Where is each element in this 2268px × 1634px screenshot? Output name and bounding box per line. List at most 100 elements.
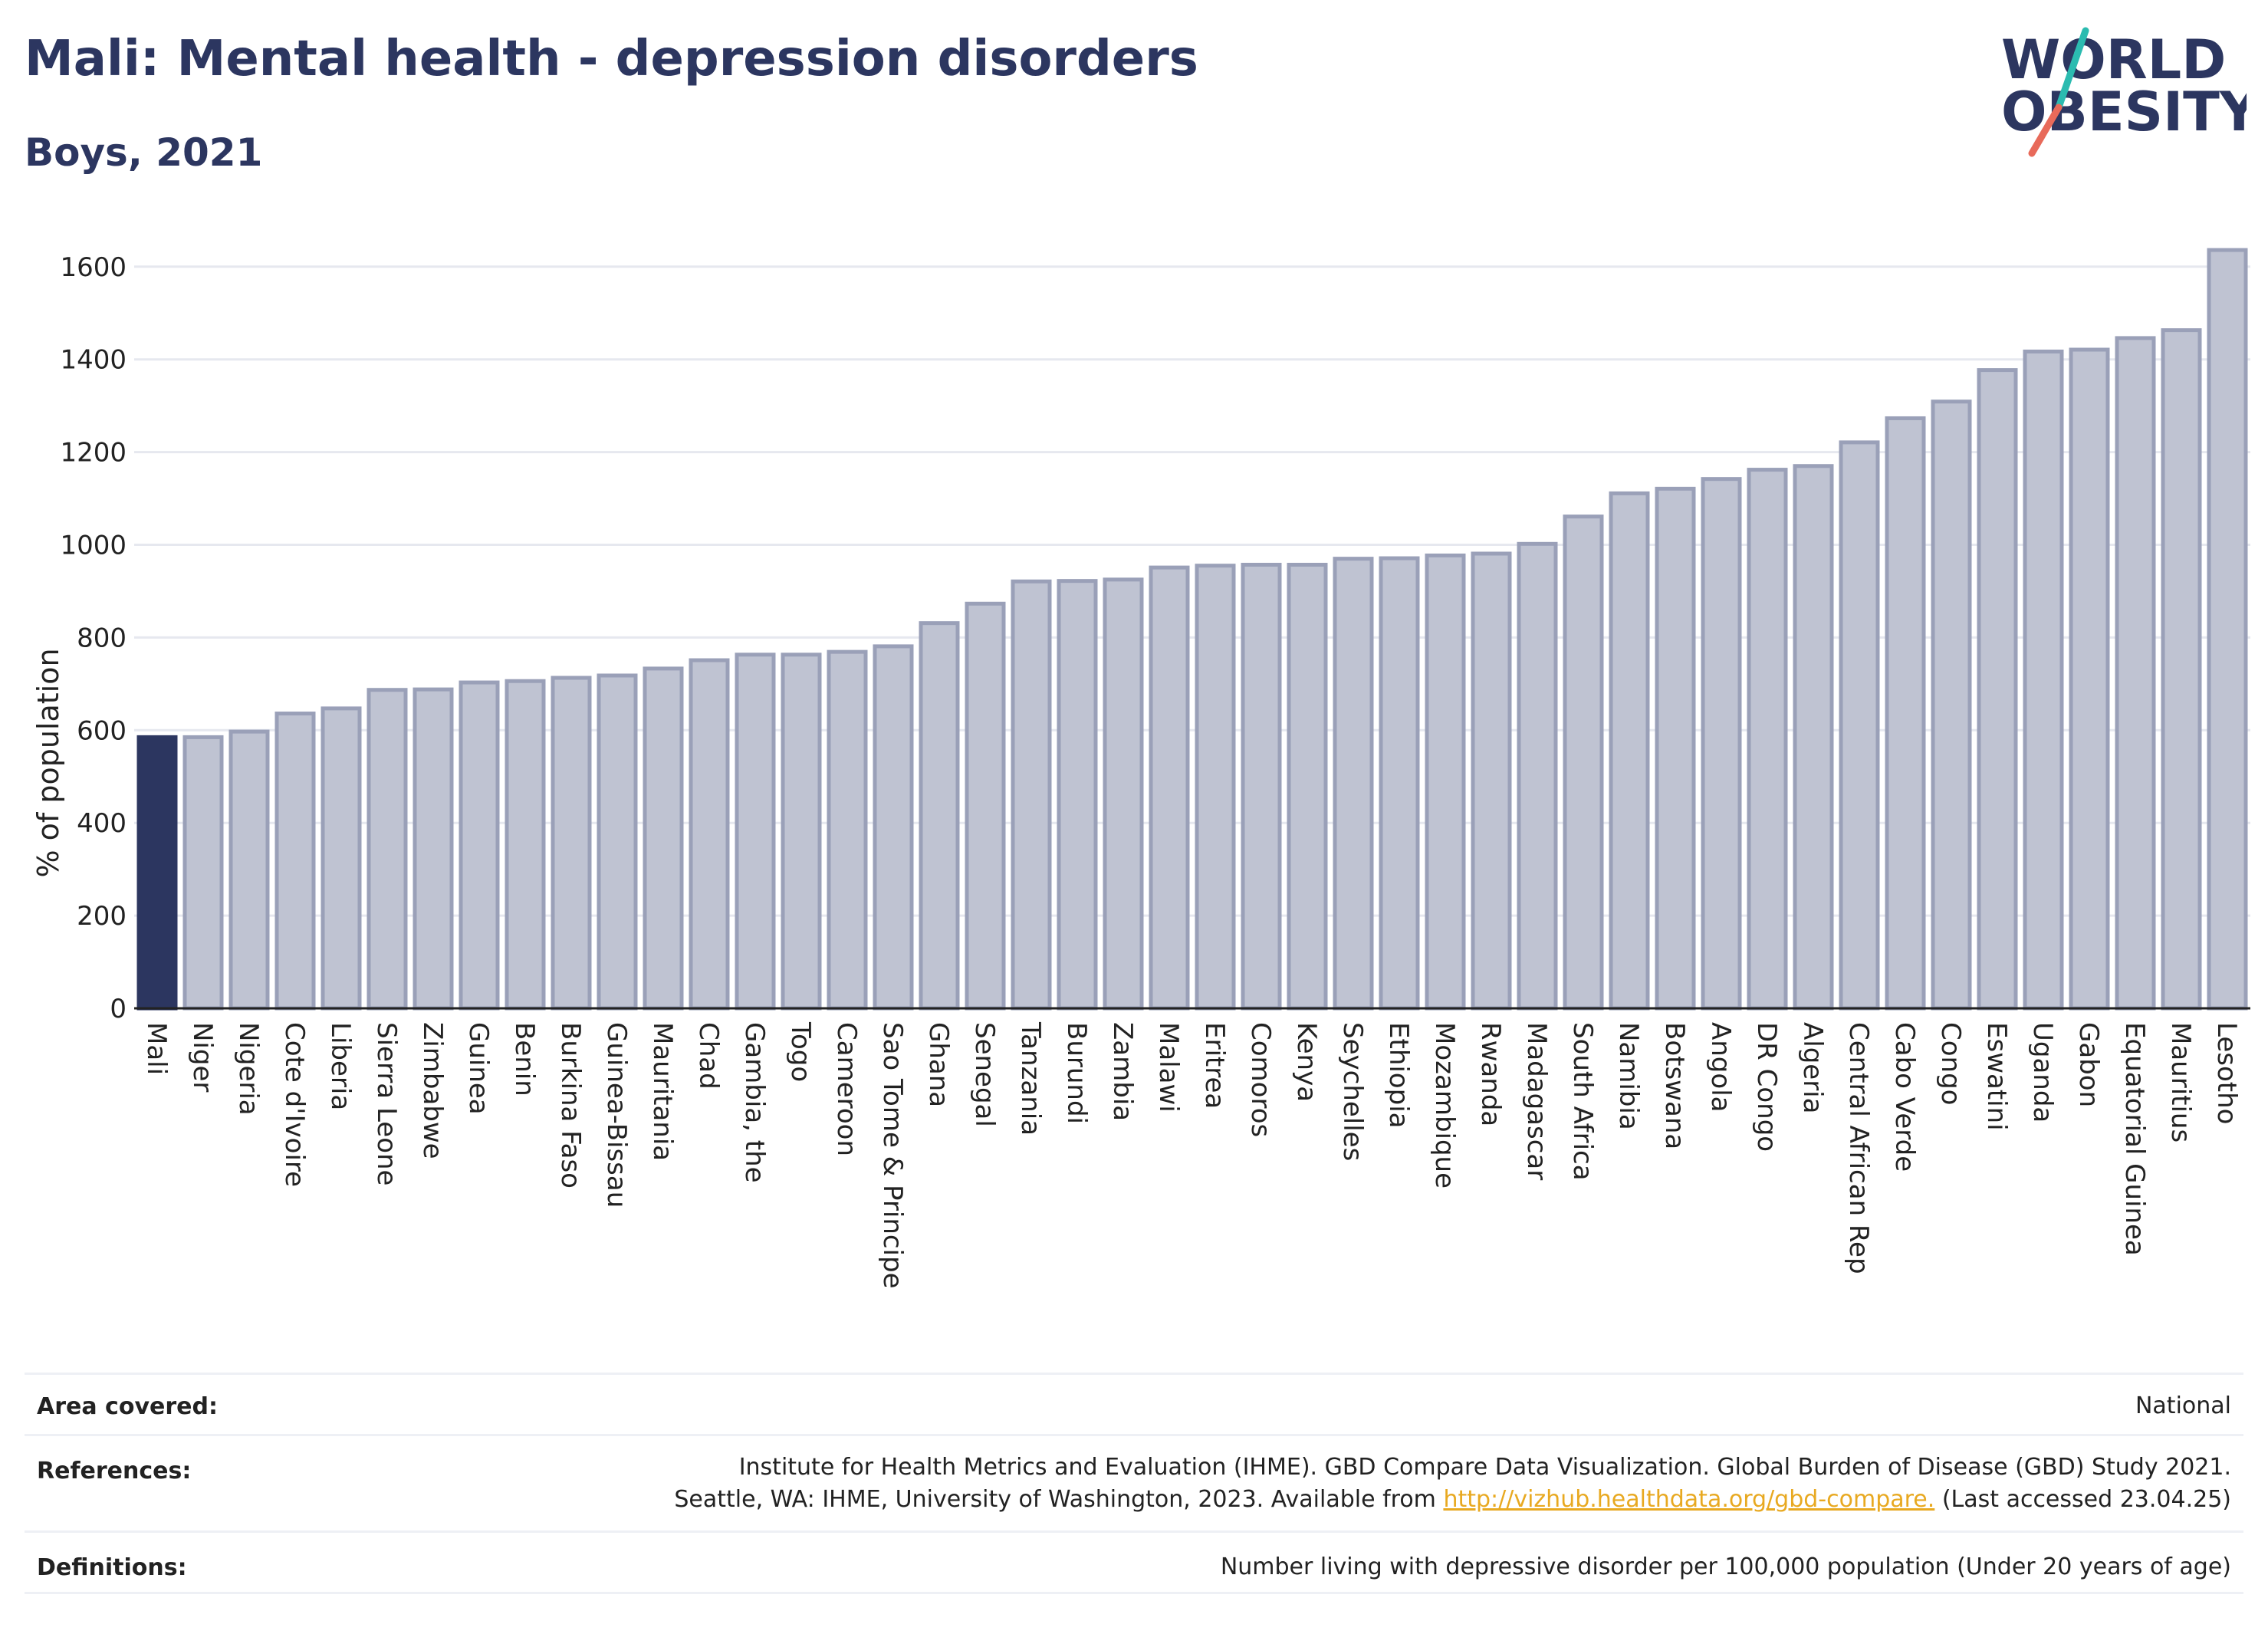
x-tick-label: Botswana xyxy=(1659,1022,1690,1149)
x-tick-label: Mauritania xyxy=(647,1022,678,1161)
footer-row-area: Area covered: National xyxy=(25,1373,2243,1436)
y-tick-label: 1000 xyxy=(60,531,127,561)
bar-togo xyxy=(781,653,822,1011)
x-tick-label: Algeria xyxy=(1797,1022,1828,1113)
bar-liberia xyxy=(320,706,362,1011)
x-tick-label: Mozambique xyxy=(1429,1022,1460,1189)
bar-malawi xyxy=(1149,565,1190,1011)
y-axis-title: % of population xyxy=(31,648,65,877)
bar-gabon xyxy=(2069,347,2110,1011)
x-tick-label: Mauritius xyxy=(2165,1022,2196,1142)
bar-south-africa xyxy=(1563,515,1604,1011)
bar-burundi xyxy=(1057,579,1098,1011)
x-tick-label: Burkina Faso xyxy=(555,1022,586,1189)
logo-slash-bottom xyxy=(2028,104,2063,157)
x-tick-label: Guinea xyxy=(463,1022,494,1115)
logo-text-world: WORLD xyxy=(2001,28,2226,91)
bar-algeria xyxy=(1793,464,1834,1011)
bar-benin xyxy=(505,679,546,1011)
x-tick-label: Cote d'Ivoire xyxy=(279,1022,310,1187)
bar-dr-congo xyxy=(1747,468,1788,1011)
references-line1: Institute for Health Metrics and Evaluat… xyxy=(738,1454,2231,1481)
x-tick-label: South Africa xyxy=(1567,1022,1598,1181)
references-label: References: xyxy=(37,1458,192,1484)
bar-burkina-faso xyxy=(551,676,592,1011)
x-tick-label: Zimbabwe xyxy=(417,1022,448,1159)
bar-chart: 0 200 400 600 800 1000 1200 1400 1600 % of popula… xyxy=(31,248,2250,1289)
x-tick-label: Togo xyxy=(785,1021,816,1082)
bar-kenya xyxy=(1287,562,1328,1011)
bar-cabo-verde xyxy=(1885,416,1926,1011)
references-link[interactable]: http://vizhub.healthdata.org/gbd-compare… xyxy=(1443,1486,1935,1513)
bar-angola xyxy=(1701,477,1742,1011)
y-tick-label: 0 xyxy=(110,994,127,1024)
bar-senegal xyxy=(965,601,1006,1011)
x-tick-label: DR Congo xyxy=(1751,1022,1782,1152)
bar-central-african-rep xyxy=(1839,440,1880,1011)
x-tick-label: Sao Tome & Principe xyxy=(877,1022,908,1289)
bar-ethiopia xyxy=(1379,556,1420,1011)
definitions-label: Definitions: xyxy=(37,1554,187,1581)
bar-cote-d-ivoire xyxy=(274,712,316,1011)
x-tick-label: Sierra Leone xyxy=(371,1022,402,1185)
bar-botswana xyxy=(1655,486,1696,1011)
references-line2-pre: Seattle, WA: IHME, University of Washing… xyxy=(674,1486,1444,1513)
bar-comoros xyxy=(1241,562,1282,1011)
bar-rwanda xyxy=(1471,551,1512,1011)
bar-equatorial-guinea xyxy=(2115,336,2156,1011)
x-tick-label: Seychelles xyxy=(1337,1022,1368,1161)
x-tick-label: Angola xyxy=(1705,1022,1736,1112)
bar-seychelles xyxy=(1333,557,1374,1011)
x-tick-label: Cameroon xyxy=(831,1022,862,1156)
x-tick-label: Eritrea xyxy=(1199,1022,1230,1109)
x-tick-label: Ethiopia xyxy=(1383,1022,1414,1128)
bar-zambia xyxy=(1103,577,1144,1011)
bar-ghana xyxy=(919,621,960,1011)
x-tick-label: Niger xyxy=(187,1022,218,1092)
bar-cameroon xyxy=(827,649,868,1011)
bar-congo xyxy=(1931,399,1972,1011)
area-label: Area covered: xyxy=(37,1393,218,1420)
y-tick-label: 1600 xyxy=(60,252,127,283)
x-tick-label: Chad xyxy=(693,1022,724,1090)
x-tick-label: Kenya xyxy=(1291,1022,1322,1102)
bar-uganda xyxy=(2023,349,2064,1011)
footer-row-definitions: Definitions: Number living with depressi… xyxy=(25,1530,2243,1594)
bar-madagascar xyxy=(1517,541,1558,1011)
y-tick-label: 1200 xyxy=(60,438,127,469)
y-tick-label: 800 xyxy=(77,623,127,653)
chart-title: Mali: Mental health - depression disorde… xyxy=(25,31,1198,87)
x-tick-label: Cabo Verde xyxy=(1889,1022,1920,1172)
bar-guinea xyxy=(459,680,500,1011)
area-value: National xyxy=(2135,1392,2231,1419)
x-tick-label: Congo xyxy=(1935,1022,1966,1105)
footer-row-references: References: Institute for Health Metrics… xyxy=(25,1434,2243,1533)
x-tick-label: Central African Rep xyxy=(1843,1022,1874,1274)
footer-bottom-rule xyxy=(25,1592,2243,1594)
x-tick-label: Ghana xyxy=(923,1022,954,1107)
x-tick-label: Rwanda xyxy=(1475,1022,1506,1126)
x-tick-label: Benin xyxy=(509,1022,540,1096)
bar-sao-tome-principe xyxy=(873,644,914,1011)
bar-mauritania xyxy=(643,666,684,1011)
x-tick-label: Mali xyxy=(141,1022,172,1075)
y-tick-label: 600 xyxy=(77,715,127,746)
logo-text-obesity: OBESITY xyxy=(2001,81,2247,143)
x-tick-label: Guinea-Bissau xyxy=(601,1022,632,1208)
x-tick-label: Uganda xyxy=(2027,1022,2058,1123)
x-tick-label: Eswatini xyxy=(1981,1022,2012,1131)
x-tick-label: Namibia xyxy=(1613,1022,1644,1130)
bar-nigeria xyxy=(228,729,270,1011)
bar-niger xyxy=(182,735,224,1011)
x-tick-label: Zambia xyxy=(1107,1022,1138,1121)
logo-slash-top xyxy=(2055,27,2089,111)
x-tick-label: Gabon xyxy=(2073,1022,2104,1107)
definitions-value: Number living with depressive disorder p… xyxy=(1220,1553,2231,1580)
bar-namibia xyxy=(1609,491,1650,1011)
references-line2-post: (Last accessed 23.04.25) xyxy=(1934,1486,2231,1513)
x-tick-label: Madagascar xyxy=(1521,1022,1552,1180)
x-tick-label: Burundi xyxy=(1061,1022,1092,1124)
bar-gambia-the xyxy=(735,653,776,1011)
x-tick-label: Nigeria xyxy=(233,1022,264,1116)
chart-subtitle: Boys, 2021 xyxy=(25,130,263,175)
